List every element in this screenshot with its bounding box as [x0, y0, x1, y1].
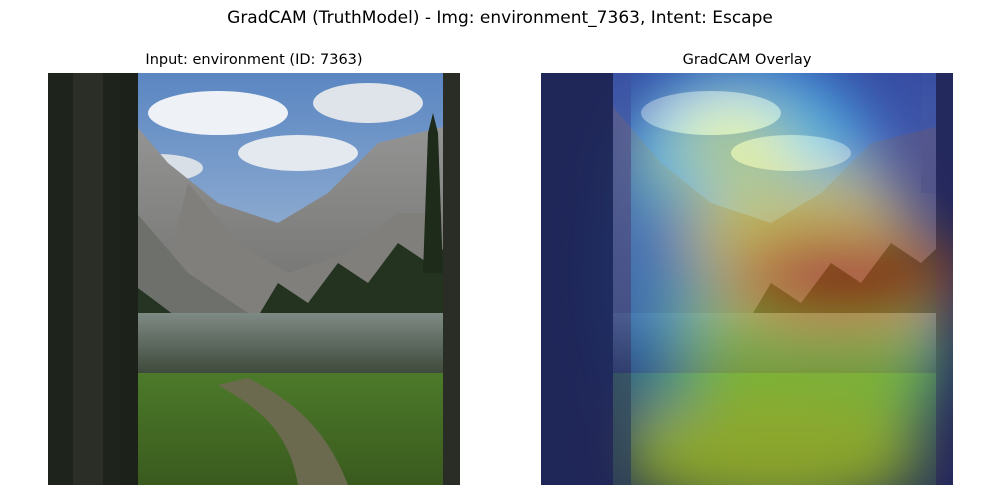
input-panel-title: Input: environment (ID: 7363): [145, 52, 363, 68]
input-image: [48, 73, 460, 485]
figure-title: GradCAM (TruthModel) - Img: environment_…: [227, 8, 773, 28]
gradcam-panel-title: GradCAM Overlay: [682, 52, 812, 68]
landscape-photo: [48, 73, 460, 485]
gradcam-heatmap: [541, 73, 953, 485]
gradcam-overlay-image: [541, 73, 953, 485]
